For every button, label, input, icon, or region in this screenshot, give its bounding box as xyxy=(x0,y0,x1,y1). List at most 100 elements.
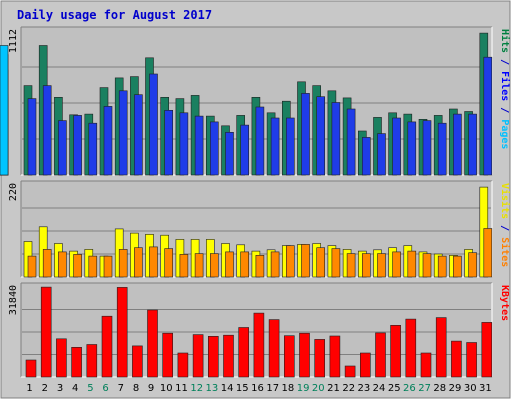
day-label-18: 18 xyxy=(282,383,295,394)
bar-sites-day-13 xyxy=(210,253,219,278)
bar-sites-day-2 xyxy=(42,249,52,278)
bar-files-day-29 xyxy=(453,113,462,176)
bar-files-day-24 xyxy=(377,133,386,176)
bar-files-day-6 xyxy=(103,106,113,176)
day-label-23: 23 xyxy=(358,383,371,394)
bar-files-day-10 xyxy=(164,110,173,176)
bar-sites-day-31 xyxy=(483,228,493,278)
axis-label-part: Pages xyxy=(499,119,510,149)
bar-kbytes-day-13 xyxy=(208,335,219,378)
day-label-13: 13 xyxy=(206,383,219,394)
bar-pages-day-31 xyxy=(0,45,9,176)
bar-kbytes-day-28 xyxy=(435,317,447,378)
bar-sites-day-16 xyxy=(255,255,265,278)
bar-kbytes-day-17 xyxy=(268,319,280,378)
day-label-2: 2 xyxy=(42,383,48,394)
bar-files-day-26 xyxy=(407,121,417,176)
day-label-14: 14 xyxy=(221,383,234,394)
bar-kbytes-day-25 xyxy=(390,324,401,378)
bar-sites-day-4 xyxy=(73,254,82,278)
bar-sites-day-1 xyxy=(27,255,37,278)
axis-label-part: / xyxy=(499,219,510,237)
day-label-26: 26 xyxy=(403,383,416,394)
bar-kbytes-day-3 xyxy=(56,338,67,378)
bar-sites-day-9 xyxy=(149,246,158,278)
bar-files-day-2 xyxy=(42,85,52,176)
bar-files-day-21 xyxy=(331,102,341,176)
series-sites xyxy=(27,228,493,278)
axis-label-part: / xyxy=(499,101,510,119)
bar-files-day-15 xyxy=(240,124,249,176)
bar-sites-day-30 xyxy=(468,252,477,278)
bar-kbytes-day-29 xyxy=(451,340,462,378)
bar-files-day-25 xyxy=(392,117,401,176)
bar-kbytes-day-22 xyxy=(344,365,356,378)
bar-sites-day-18 xyxy=(285,245,295,278)
series-axis-label: Visits / Sites xyxy=(499,183,511,267)
chart-panels: 1112 Hits / Files / Pages 220 Visits / Site… xyxy=(0,26,511,378)
bar-sites-day-25 xyxy=(392,251,401,278)
bar-files-day-4 xyxy=(73,115,82,176)
bar-kbytes-day-23 xyxy=(359,352,371,378)
axis-label-part: Hits xyxy=(499,29,511,53)
day-label-8: 8 xyxy=(133,383,139,394)
bar-files-day-17 xyxy=(270,117,280,176)
day-label-24: 24 xyxy=(373,383,386,394)
ymax-label: 1112 xyxy=(8,29,19,53)
bar-kbytes-day-19 xyxy=(299,332,310,378)
bar-kbytes-day-1 xyxy=(25,359,37,378)
bar-files-day-11 xyxy=(179,112,189,176)
bar-files-day-14 xyxy=(225,132,234,176)
bar-kbytes-day-18 xyxy=(283,335,295,378)
bar-sites-day-21 xyxy=(331,248,341,278)
bar-kbytes-day-24 xyxy=(375,332,386,378)
bar-sites-day-10 xyxy=(164,248,173,278)
axis-label-part: Sites xyxy=(499,237,511,267)
bar-sites-day-12 xyxy=(194,253,204,278)
chart-title: Daily usage for August 2017 xyxy=(17,8,212,22)
day-label-28: 28 xyxy=(433,383,446,394)
bar-files-day-5 xyxy=(88,122,98,176)
day-label-1: 1 xyxy=(26,383,32,394)
bar-kbytes-day-15 xyxy=(238,327,249,378)
series-axis-label: KBytes xyxy=(499,285,510,321)
bar-kbytes-day-14 xyxy=(223,334,234,378)
day-label-5: 5 xyxy=(87,383,93,394)
ymax-label: 31840 xyxy=(8,285,19,315)
bar-files-day-13 xyxy=(210,121,219,176)
bar-files-day-27 xyxy=(422,120,432,176)
bar-sites-day-27 xyxy=(422,253,432,278)
bar-sites-day-24 xyxy=(377,253,386,278)
bar-sites-day-23 xyxy=(361,253,371,278)
bar-sites-day-19 xyxy=(301,244,310,278)
series-pages xyxy=(0,45,9,176)
axis-label-part: / xyxy=(499,53,510,71)
bar-kbytes-day-21 xyxy=(329,335,341,378)
bar-files-day-23 xyxy=(361,137,371,176)
bar-sites-day-3 xyxy=(58,251,67,278)
bar-files-day-9 xyxy=(149,73,158,176)
day-label-16: 16 xyxy=(251,383,264,394)
day-label-11: 11 xyxy=(175,383,188,394)
ymax-label: 220 xyxy=(8,183,19,201)
day-label-15: 15 xyxy=(236,383,249,394)
bar-sites-day-8 xyxy=(134,247,143,278)
series-files xyxy=(27,56,493,176)
day-label-27: 27 xyxy=(418,383,431,394)
day-label-22: 22 xyxy=(342,383,355,394)
bar-files-day-7 xyxy=(118,90,128,176)
bar-files-day-12 xyxy=(194,115,204,176)
series-axis-label: Hits / Files / Pages xyxy=(499,29,511,149)
bar-kbytes-day-26 xyxy=(405,318,417,378)
bar-sites-day-20 xyxy=(316,247,326,278)
day-label-17: 17 xyxy=(266,383,279,394)
day-label-29: 29 xyxy=(449,383,462,394)
bar-kbytes-day-11 xyxy=(177,352,189,378)
bar-sites-day-6 xyxy=(103,255,113,278)
bar-kbytes-day-12 xyxy=(192,334,204,378)
bar-sites-day-7 xyxy=(118,249,128,278)
bar-kbytes-day-16 xyxy=(253,312,265,378)
panel-hits-files-pages: 1112 Hits / Files / Pages xyxy=(0,26,511,176)
bar-sites-day-17 xyxy=(270,251,280,278)
